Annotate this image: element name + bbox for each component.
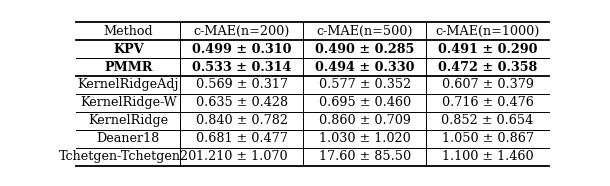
Text: 0.494 ± 0.330: 0.494 ± 0.330 <box>315 61 414 74</box>
Text: 0.860 ± 0.709: 0.860 ± 0.709 <box>318 114 411 127</box>
Text: 17.60 ± 85.50: 17.60 ± 85.50 <box>318 150 411 163</box>
Text: Method: Method <box>104 25 153 38</box>
Text: 0.533 ± 0.314: 0.533 ± 0.314 <box>192 61 292 74</box>
Text: 0.695 ± 0.460: 0.695 ± 0.460 <box>318 96 411 109</box>
Text: 0.716 ± 0.476: 0.716 ± 0.476 <box>442 96 534 109</box>
Text: KernelRidgeAdj: KernelRidgeAdj <box>77 78 179 92</box>
Text: c-MAE(n=500): c-MAE(n=500) <box>317 25 413 38</box>
Text: Deaner18: Deaner18 <box>96 132 160 145</box>
Text: 0.499 ± 0.310: 0.499 ± 0.310 <box>192 43 292 56</box>
Text: 0.490 ± 0.285: 0.490 ± 0.285 <box>315 43 414 56</box>
Text: 1.100 ± 1.460: 1.100 ± 1.460 <box>442 150 533 163</box>
Text: 0.635 ± 0.428: 0.635 ± 0.428 <box>196 96 288 109</box>
Text: 0.681 ± 0.477: 0.681 ± 0.477 <box>196 132 288 145</box>
Text: 0.577 ± 0.352: 0.577 ± 0.352 <box>318 78 411 92</box>
Text: 1.210 ± 1.070: 1.210 ± 1.070 <box>196 150 287 163</box>
Text: KPV: KPV <box>113 43 143 56</box>
Text: PMMR: PMMR <box>104 61 152 74</box>
Text: 0.840 ± 0.782: 0.840 ± 0.782 <box>196 114 288 127</box>
Text: KernelRidge-W: KernelRidge-W <box>80 96 177 109</box>
Text: 1.050 ± 0.867: 1.050 ± 0.867 <box>442 132 534 145</box>
Text: 0.472 ± 0.358: 0.472 ± 0.358 <box>438 61 537 74</box>
Text: 0.852 ± 0.654: 0.852 ± 0.654 <box>442 114 534 127</box>
Text: 1.030 ± 1.020: 1.030 ± 1.020 <box>319 132 411 145</box>
Text: 0.569 ± 0.317: 0.569 ± 0.317 <box>196 78 288 92</box>
Text: 0.607 ± 0.379: 0.607 ± 0.379 <box>442 78 534 92</box>
Text: Tchetgen-Tchetgen20: Tchetgen-Tchetgen20 <box>59 150 198 163</box>
Text: c-MAE(n=1000): c-MAE(n=1000) <box>436 25 540 38</box>
Text: 0.491 ± 0.290: 0.491 ± 0.290 <box>438 43 537 56</box>
Text: KernelRidge: KernelRidge <box>88 114 168 127</box>
Text: c-MAE(n=200): c-MAE(n=200) <box>193 25 290 38</box>
